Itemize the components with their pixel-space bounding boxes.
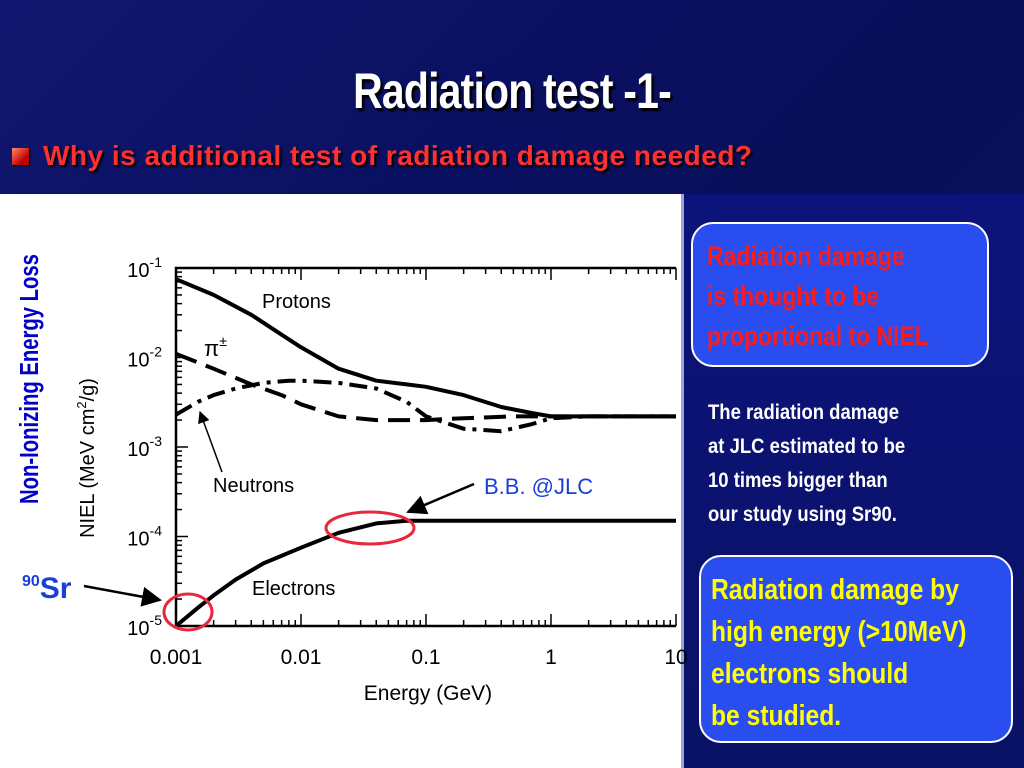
chart-panel — [0, 194, 681, 768]
electrons-callout-line-4: be studied. — [711, 700, 842, 732]
note-line-4: our study using Sr90. — [708, 503, 897, 526]
niel-callout-line-1: Radiation damage — [707, 241, 905, 271]
niel-callout-box: Radiation damage is thought to be propor… — [691, 222, 989, 367]
note-line-3: 10 times bigger than — [708, 469, 888, 492]
electrons-callout-line-3: electrons should — [711, 658, 909, 690]
electrons-callout-line-1: Radiation damage by — [711, 574, 959, 606]
bullet-square-icon — [12, 147, 29, 165]
niel-callout-line-2: is thought to be — [707, 281, 880, 311]
note-line-2: at JLC estimated to be — [708, 435, 906, 458]
bullet-row: Why is additional test of radiation dama… — [12, 136, 753, 176]
note-line-1: The radiation damage — [708, 401, 900, 424]
niel-callout-line-3: proportional to NIEL — [707, 321, 929, 351]
electrons-callout-line-2: high energy (>10MeV) — [711, 616, 967, 648]
electrons-callout-box: Radiation damage by high energy (>10MeV)… — [699, 555, 1013, 743]
bullet-question: Why is additional test of radiation dama… — [43, 140, 753, 171]
jlc-estimate-note: The radiation damage at JLC estimated to… — [708, 396, 998, 532]
slide-title: Radiation test -1- — [353, 63, 672, 119]
panel-divider — [681, 194, 684, 768]
